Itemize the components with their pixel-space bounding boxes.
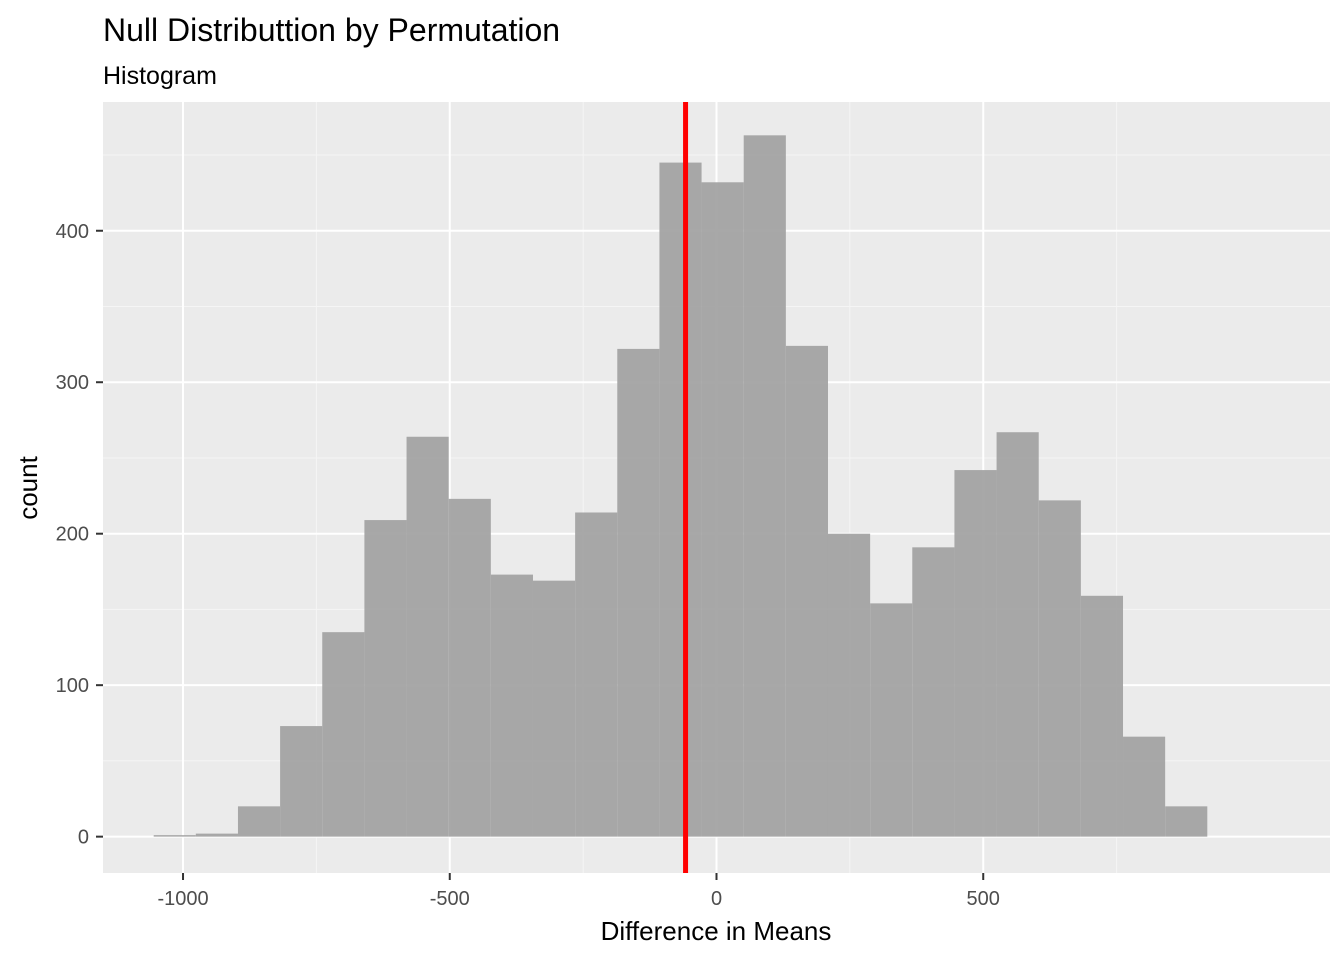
y-tick-label: 200 (56, 524, 89, 546)
y-tick-label: 100 (56, 675, 89, 697)
chart-subtitle: Histogram (103, 62, 217, 90)
histogram-bar (322, 632, 365, 837)
histogram-bar (575, 512, 618, 837)
histogram-bar (1080, 595, 1124, 837)
histogram-bar (827, 533, 871, 837)
histogram-bar (406, 436, 449, 837)
chart-title: Null Distributtion by Permutation (103, 12, 560, 48)
histogram-bar (659, 162, 702, 837)
histogram-bar (237, 806, 281, 837)
histogram-bars (153, 135, 1208, 837)
histogram-bar (617, 348, 660, 837)
x-tick-label: -500 (430, 888, 470, 910)
histogram-bar (743, 135, 786, 837)
histogram-bar (448, 498, 491, 837)
histogram-bar (153, 835, 196, 837)
histogram-bar (532, 580, 576, 837)
histogram-bar (954, 470, 997, 837)
histogram-bar (195, 833, 238, 837)
x-tick-label: 500 (967, 888, 1000, 910)
x-tick-label: -1000 (157, 888, 208, 910)
x-tick-label: 0 (711, 888, 722, 910)
y-axis-title: count (13, 455, 43, 519)
y-axis: 0 100 200 300 400 (56, 221, 103, 849)
histogram-bar (785, 345, 828, 837)
histogram-bar (912, 547, 955, 837)
histogram-bar (490, 574, 533, 837)
histogram-bar (1038, 500, 1081, 837)
histogram-bar (870, 603, 913, 837)
histogram-bar (1165, 806, 1208, 837)
y-tick-label: 300 (56, 372, 89, 394)
x-axis: -1000 -500 0 500 (157, 873, 1000, 910)
histogram-bar (1123, 736, 1166, 837)
histogram-bar (701, 182, 744, 837)
histogram-bar (364, 520, 407, 837)
y-tick-label: 0 (78, 827, 89, 849)
histogram-bar (280, 726, 323, 837)
x-axis-title: Difference in Means (601, 916, 832, 946)
histogram-bar (996, 432, 1039, 837)
y-tick-label: 400 (56, 221, 89, 243)
